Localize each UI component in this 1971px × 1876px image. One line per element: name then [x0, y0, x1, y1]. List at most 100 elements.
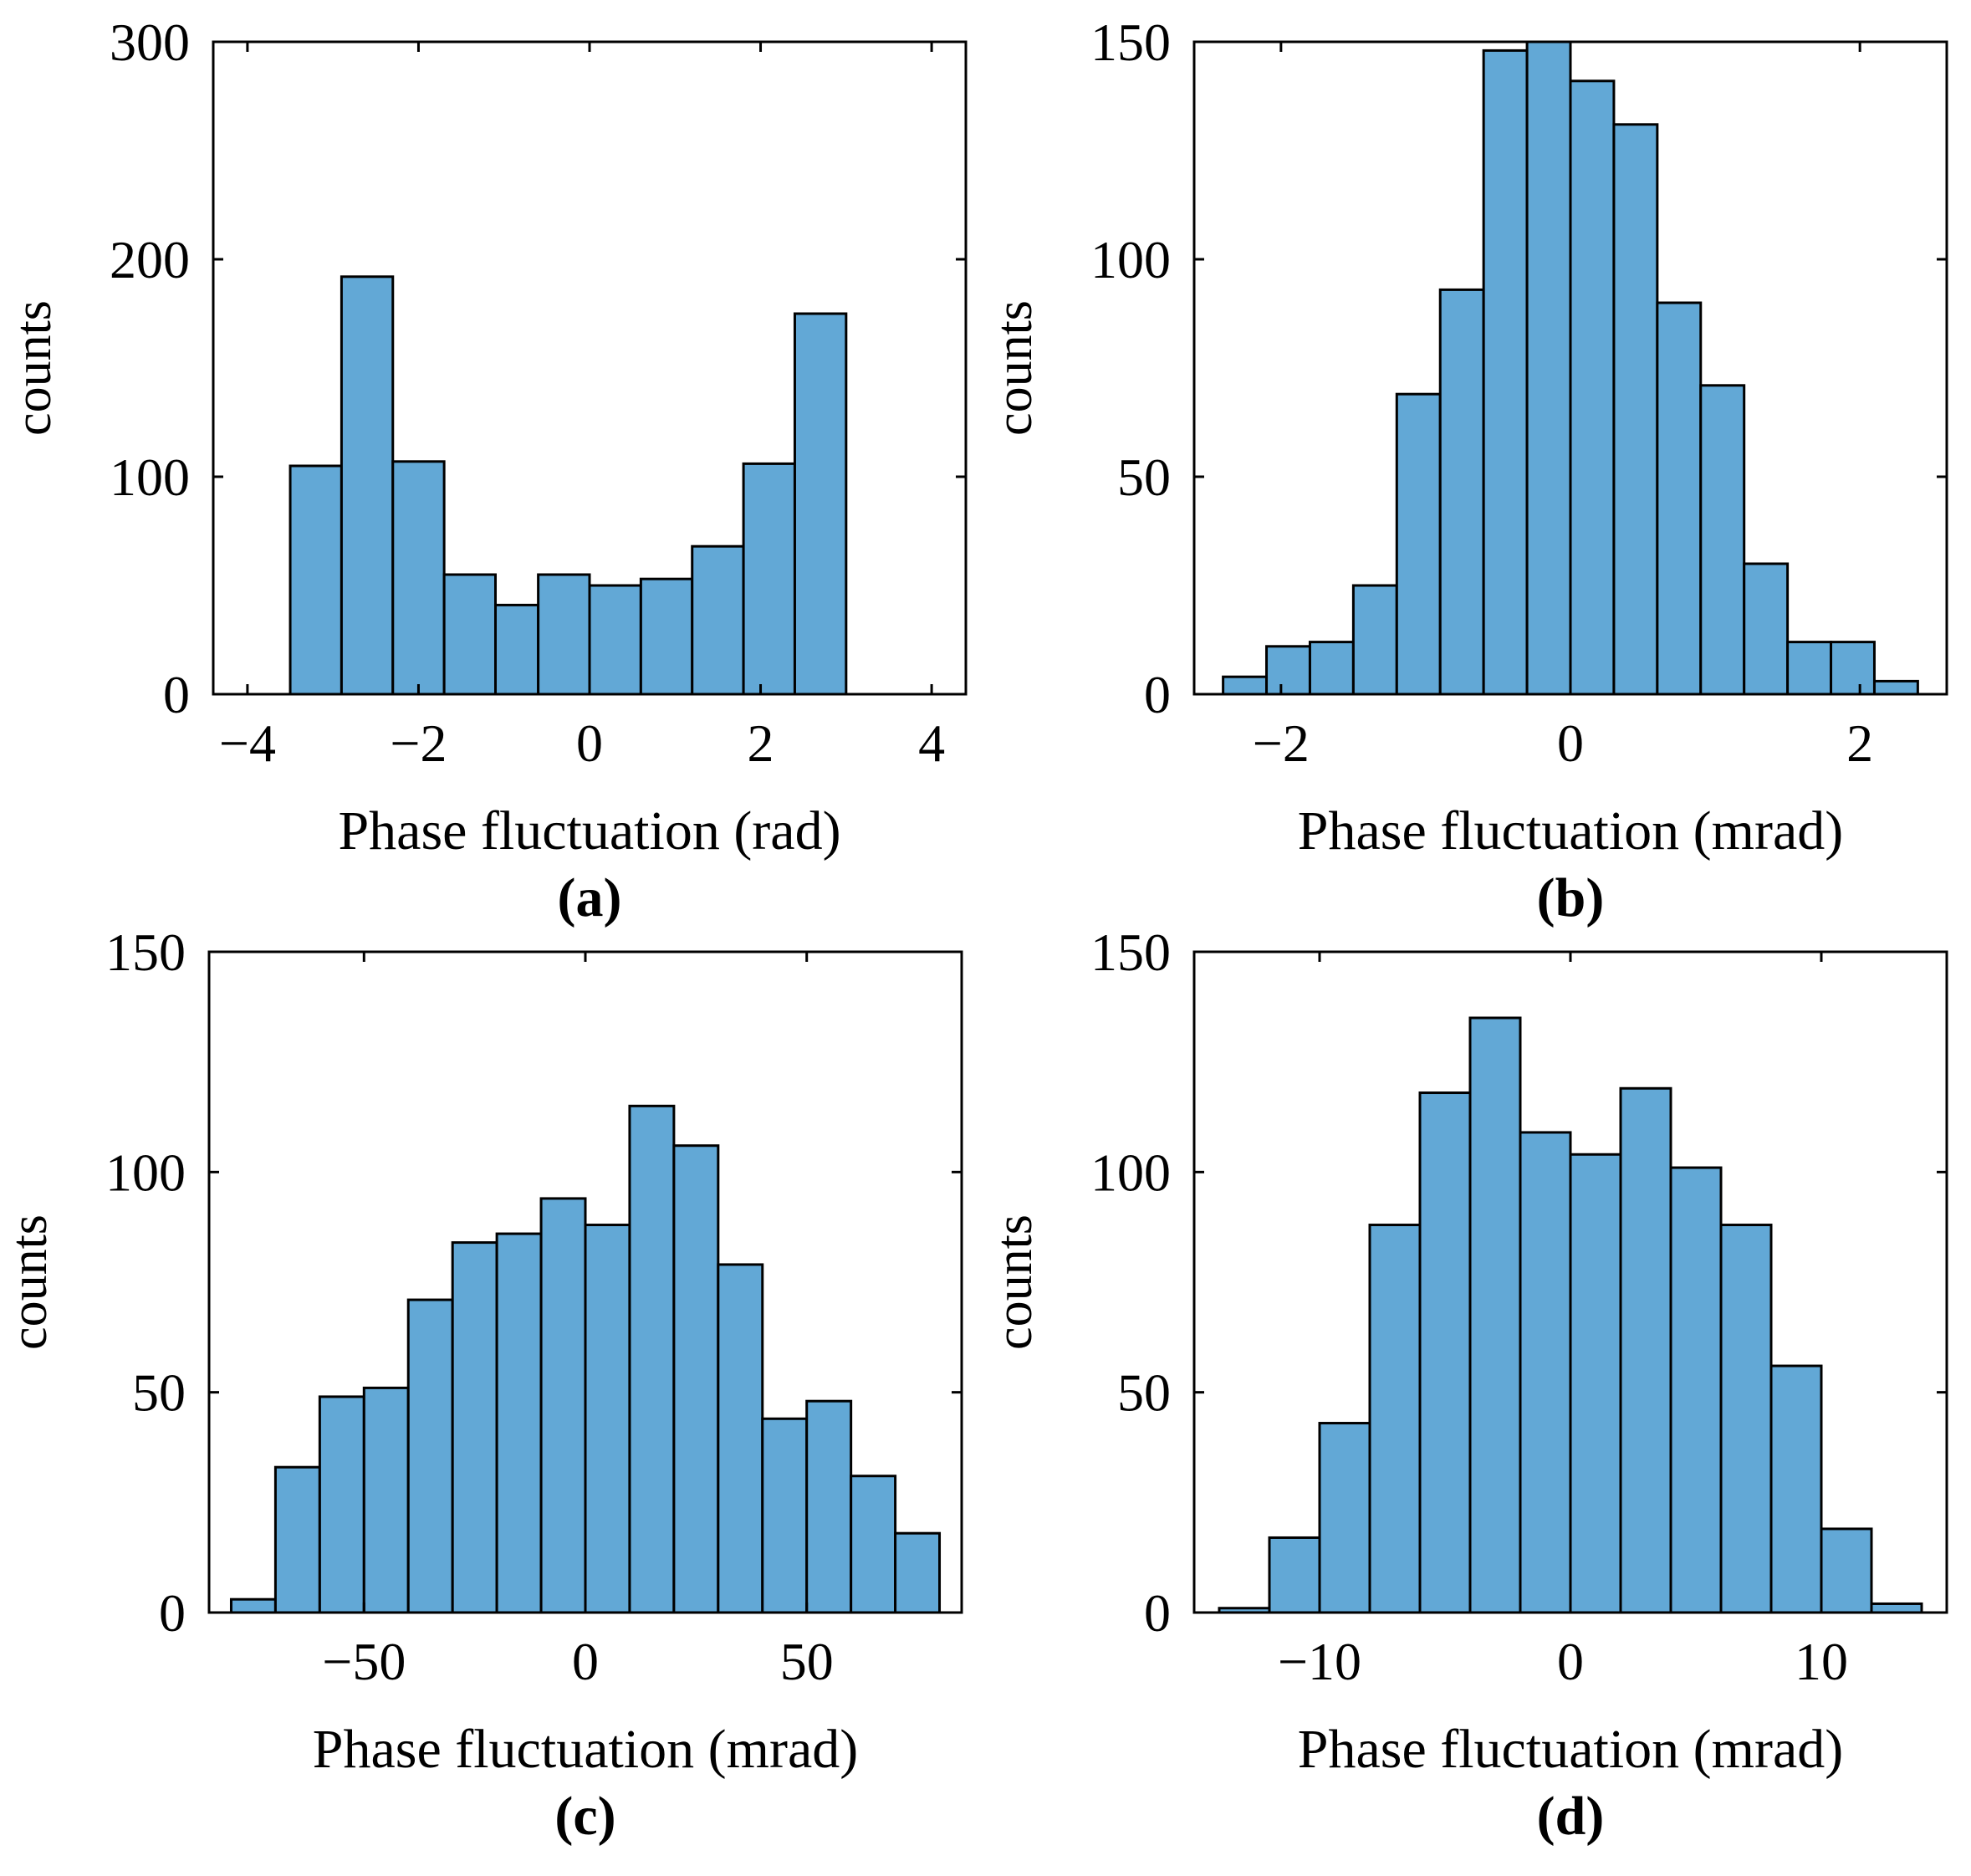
y-tick-labels: 0 50 100 150 — [105, 923, 186, 1643]
histogram-bar — [805, 1399, 853, 1614]
histogram-bar — [1395, 392, 1442, 696]
histogram-bar — [1368, 1224, 1422, 1614]
histogram-bar — [406, 1298, 454, 1614]
histogram-bar — [584, 1224, 631, 1614]
histogram-bar — [1820, 1527, 1873, 1614]
y-tick-label: 150 — [1090, 13, 1171, 72]
histogram-bar — [1872, 679, 1919, 696]
histogram-bar — [761, 1417, 809, 1614]
histogram-bar — [1830, 641, 1876, 696]
x-axis-label: Phase fluctuation (rad) — [338, 800, 840, 861]
histogram-bar — [1308, 641, 1355, 696]
histogram-bar — [1265, 645, 1311, 696]
histogram-bar — [539, 1197, 587, 1614]
y-tick-label: 0 — [1144, 1583, 1171, 1643]
histogram-bar — [1870, 1602, 1923, 1614]
x-tick-label: −2 — [1253, 713, 1310, 773]
histogram-bar — [628, 1104, 676, 1614]
histogram-bar — [1222, 675, 1269, 696]
x-tick-label: 0 — [572, 1632, 599, 1691]
histogram-bar — [1619, 1086, 1672, 1614]
x-tick-label: 0 — [1557, 1632, 1584, 1691]
histogram-bar — [639, 577, 694, 696]
panel-label: (c) — [554, 1786, 615, 1847]
x-tick-label: −10 — [1278, 1632, 1361, 1691]
y-tick-label: 100 — [1090, 230, 1171, 289]
panel-a: −4 −2 0 2 4 0 100 200 300 Phase fluctuation (ra… — [5, 13, 968, 928]
axis-ticks — [213, 40, 966, 696]
x-axis-label: Phase fluctuation (mrad) — [313, 1719, 858, 1780]
histogram-bar — [672, 1144, 720, 1614]
x-tick-label: 50 — [780, 1632, 834, 1691]
y-tick-label: 150 — [105, 923, 186, 982]
y-tick-label: 0 — [1144, 665, 1171, 724]
y-tick-label: 50 — [1117, 447, 1171, 507]
histogram-bar — [1612, 123, 1659, 696]
y-tick-label: 50 — [132, 1363, 186, 1423]
histogram-bar — [494, 603, 540, 696]
histogram-bar — [1569, 79, 1616, 696]
histogram-bars — [1222, 40, 1919, 696]
histogram-bar — [742, 462, 796, 696]
histogram-bar — [588, 584, 642, 696]
y-tick-label: 300 — [110, 13, 190, 72]
x-tick-label: 0 — [576, 713, 603, 773]
y-axis-label: counts — [986, 1214, 1043, 1350]
axis-ticks — [209, 950, 962, 1614]
y-axis-label: counts — [5, 300, 62, 436]
x-tick-label: 0 — [1557, 713, 1584, 773]
histogram-bar — [391, 460, 446, 696]
histogram-bars — [1218, 1016, 1923, 1614]
y-axis-label: counts — [986, 300, 1043, 436]
histogram-bar — [1669, 1166, 1723, 1614]
histogram-bar — [1418, 1091, 1472, 1614]
histogram-bar — [793, 312, 848, 696]
x-tick-labels: −10 0 10 — [1278, 1632, 1848, 1691]
histogram-bar — [1318, 1422, 1371, 1614]
panel-label: (b) — [1537, 867, 1605, 928]
x-axis-label: Phase fluctuation (mrad) — [1298, 1719, 1843, 1780]
x-tick-labels: −50 0 50 — [322, 1632, 833, 1691]
histogram-bar — [1268, 1536, 1321, 1614]
histogram-bar — [1438, 288, 1485, 696]
x-tick-label: −50 — [322, 1632, 406, 1691]
x-tick-label: 2 — [748, 713, 774, 773]
x-tick-label: −4 — [219, 713, 276, 773]
x-axis-label: Phase fluctuation (mrad) — [1298, 800, 1843, 861]
histogram-bars — [229, 1104, 942, 1614]
y-tick-label: 0 — [163, 665, 190, 724]
x-tick-labels: −2 0 2 — [1253, 713, 1873, 773]
histogram-bar — [717, 1263, 764, 1614]
y-tick-label: 150 — [1090, 923, 1171, 982]
histogram-bar — [273, 1465, 321, 1614]
y-tick-label: 50 — [1117, 1363, 1171, 1423]
histogram-bar — [362, 1386, 410, 1614]
histogram-bar — [894, 1531, 942, 1614]
histogram-bar — [1699, 384, 1746, 696]
histogram-bar — [1656, 301, 1703, 696]
histogram-bar — [1468, 1016, 1522, 1614]
x-tick-labels: −4 −2 0 2 4 — [219, 713, 945, 773]
histogram-bar — [451, 1241, 498, 1614]
histogram-bar — [442, 573, 497, 696]
x-tick-label: 4 — [918, 713, 945, 773]
histogram-bar — [1519, 1131, 1572, 1614]
panel-c: −50 0 50 0 50 100 150 Phase fluctuation (mrad… — [1, 923, 963, 1847]
histogram-bar — [495, 1232, 543, 1614]
axis-ticks — [1194, 40, 1947, 696]
histogram-bar — [691, 544, 745, 696]
histogram-bar — [229, 1597, 277, 1614]
y-tick-labels: 0 100 200 300 — [110, 13, 190, 724]
histogram-bar — [1525, 40, 1572, 696]
y-tick-label: 200 — [110, 230, 190, 289]
panel-label: (d) — [1537, 1786, 1605, 1847]
y-tick-label: 100 — [105, 1142, 186, 1202]
y-tick-labels: 0 50 100 150 — [1090, 13, 1171, 724]
histogram-bar — [1569, 1153, 1622, 1614]
histogram-bar — [1769, 1364, 1823, 1614]
histogram-bar — [318, 1395, 365, 1614]
histogram-bar — [340, 275, 395, 696]
histogram-bar — [537, 573, 591, 696]
